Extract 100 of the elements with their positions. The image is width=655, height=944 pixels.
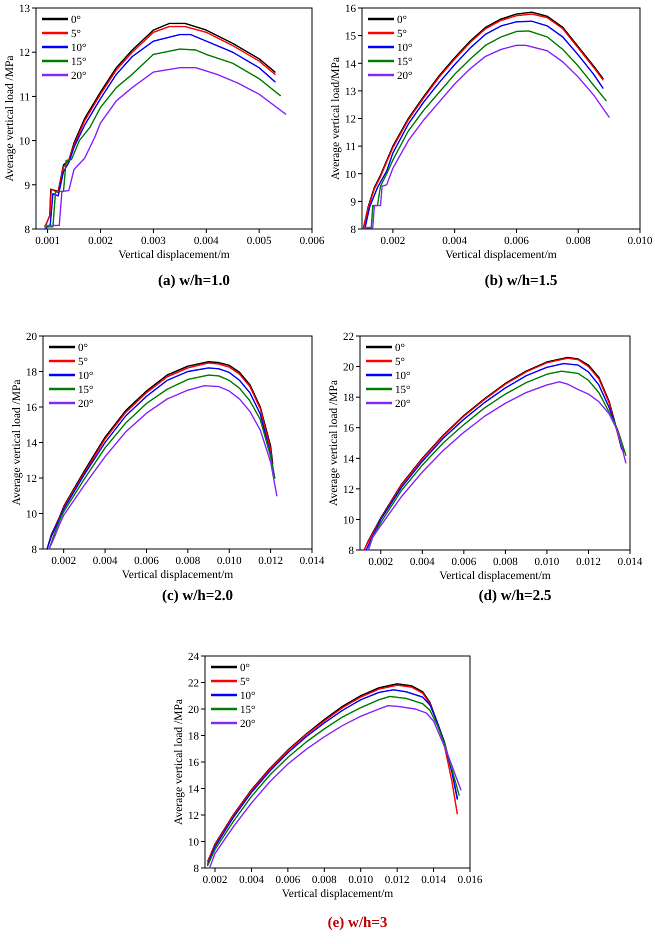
legend-label: 0° [71, 14, 81, 26]
y-axis-title: Average vertical load /MPa [4, 56, 16, 182]
y-tick-label: 16 [345, 3, 356, 15]
legend-label: 10° [240, 690, 256, 702]
y-tick-label: 14 [188, 784, 200, 796]
y-tick-label: 12 [26, 473, 37, 485]
x-tick-label: 0.010 [348, 874, 374, 886]
x-axis-title: Vertical displacement/m [118, 249, 230, 261]
x-tick-label: 0.012 [576, 556, 601, 568]
x-tick-label: 0.002 [51, 555, 76, 567]
y-tick-label: 12 [188, 810, 199, 822]
legend-label: 15° [71, 56, 86, 68]
y-axis-title: Average vertical load/MPa [330, 56, 342, 180]
legend-label: 20° [240, 718, 256, 730]
y-tick-label: 13 [19, 3, 30, 15]
x-tick-label: 0.016 [458, 874, 483, 886]
x-tick-label: 0.008 [493, 556, 518, 568]
y-tick-label: 20 [26, 331, 38, 343]
y-tick-label: 11 [345, 141, 356, 154]
x-tick-label: 0.006 [134, 555, 160, 567]
y-axis-title: Average vertical load /MPa [173, 699, 185, 825]
y-tick-label: 8 [350, 224, 356, 236]
y-tick-label: 18 [188, 730, 200, 742]
y-tick-label: 14 [345, 58, 356, 70]
legend-label: 0° [240, 662, 250, 674]
x-tick-label: 0.008 [175, 555, 201, 567]
y-tick-label: 8 [194, 863, 200, 875]
y-tick-label: 16 [26, 402, 38, 414]
legend-label: 15° [395, 384, 410, 396]
y-tick-label: 12 [345, 114, 356, 126]
y-tick-label: 20 [188, 704, 200, 716]
legend-label: 5° [78, 356, 88, 368]
y-tick-label: 10 [19, 136, 30, 148]
legend-label: 15° [397, 56, 412, 68]
legend-label: 5° [71, 28, 81, 40]
x-tick-label: 0.001 [35, 235, 60, 247]
legend-label: 5° [397, 28, 407, 40]
y-tick-label: 10 [345, 168, 356, 181]
x-tick-label: 0.012 [258, 555, 283, 567]
y-tick-label: 9 [24, 180, 30, 192]
y-tick-label: 14 [343, 453, 354, 466]
x-tick-label: 0.014 [421, 874, 446, 886]
text: (e) w/h=3 [328, 915, 388, 931]
x-tick-label: 0.004 [92, 555, 118, 567]
legend-label: 10° [395, 370, 410, 382]
y-tick-label: 12 [343, 484, 354, 496]
legend-label: 0° [395, 342, 405, 354]
y-tick-label: 15 [345, 30, 356, 43]
x-tick-label: 0.010 [534, 556, 560, 568]
y-tick-label: 10 [26, 508, 38, 520]
x-tick-label: 0.014 [618, 556, 643, 568]
y-tick-label: 22 [188, 678, 199, 690]
y-tick-label: 14 [26, 438, 38, 450]
x-tick-label: 0.008 [566, 235, 592, 247]
x-tick-label: 0.004 [194, 235, 220, 247]
y-tick-label: 10 [343, 514, 354, 526]
legend-label: 10° [78, 370, 94, 382]
legend-label: 5° [395, 356, 405, 368]
y-tick-label: 10 [188, 836, 200, 848]
x-tick-label: 0.004 [442, 235, 468, 247]
x-tick-label: 0.002 [88, 235, 113, 247]
legend-label: 0° [397, 14, 407, 26]
text: (c) w/h=2.0 [162, 588, 234, 604]
x-tick-label: 0.003 [141, 235, 166, 247]
x-tick-label: 0.002 [202, 874, 228, 886]
x-tick-label: 0.006 [504, 235, 530, 247]
legend-label: 20° [395, 398, 410, 410]
y-tick-label: 18 [26, 366, 38, 378]
x-tick-label: 0.006 [300, 235, 325, 247]
legend-label: 10° [397, 42, 412, 54]
y-tick-label: 9 [350, 196, 356, 208]
x-tick-label: 0.004 [239, 874, 264, 886]
x-axis-title: Vertical displacement/m [445, 249, 557, 261]
legend-label: 0° [78, 342, 88, 354]
y-axis-title: Average vertical load /MPa [328, 380, 340, 506]
y-tick-label: 8 [348, 545, 354, 557]
y-tick-label: 8 [32, 544, 38, 556]
y-tick-label: 16 [343, 422, 354, 435]
y-tick-label: 16 [188, 757, 200, 769]
y-tick-label: 18 [343, 392, 354, 404]
y-tick-label: 22 [343, 331, 354, 343]
y-tick-label: 8 [24, 224, 30, 236]
x-tick-label: 0.002 [368, 556, 394, 568]
x-axis-title: Vertical displacement/m [439, 570, 551, 582]
legend-label: 15° [78, 384, 94, 396]
y-tick-label: 13 [345, 86, 356, 98]
x-axis-title: Vertical displacement/m [282, 888, 394, 900]
x-tick-label: 0.004 [410, 556, 436, 568]
legend-label: 20° [397, 70, 412, 82]
x-tick-label: 0.014 [300, 555, 325, 567]
y-tick-label: 24 [188, 651, 200, 663]
text: (b) w/h=1.5 [484, 273, 558, 289]
x-tick-label: 0.012 [384, 874, 410, 886]
x-tick-label: 0.010 [216, 555, 242, 567]
y-axis-title: Average vertical load /MPa [11, 380, 23, 506]
legend-label: 20° [78, 398, 94, 410]
legend-label: 20° [71, 70, 86, 82]
x-tick-label: 0.002 [380, 235, 406, 247]
x-tick-label: 0.008 [312, 874, 338, 886]
legend-label: 15° [240, 704, 256, 716]
